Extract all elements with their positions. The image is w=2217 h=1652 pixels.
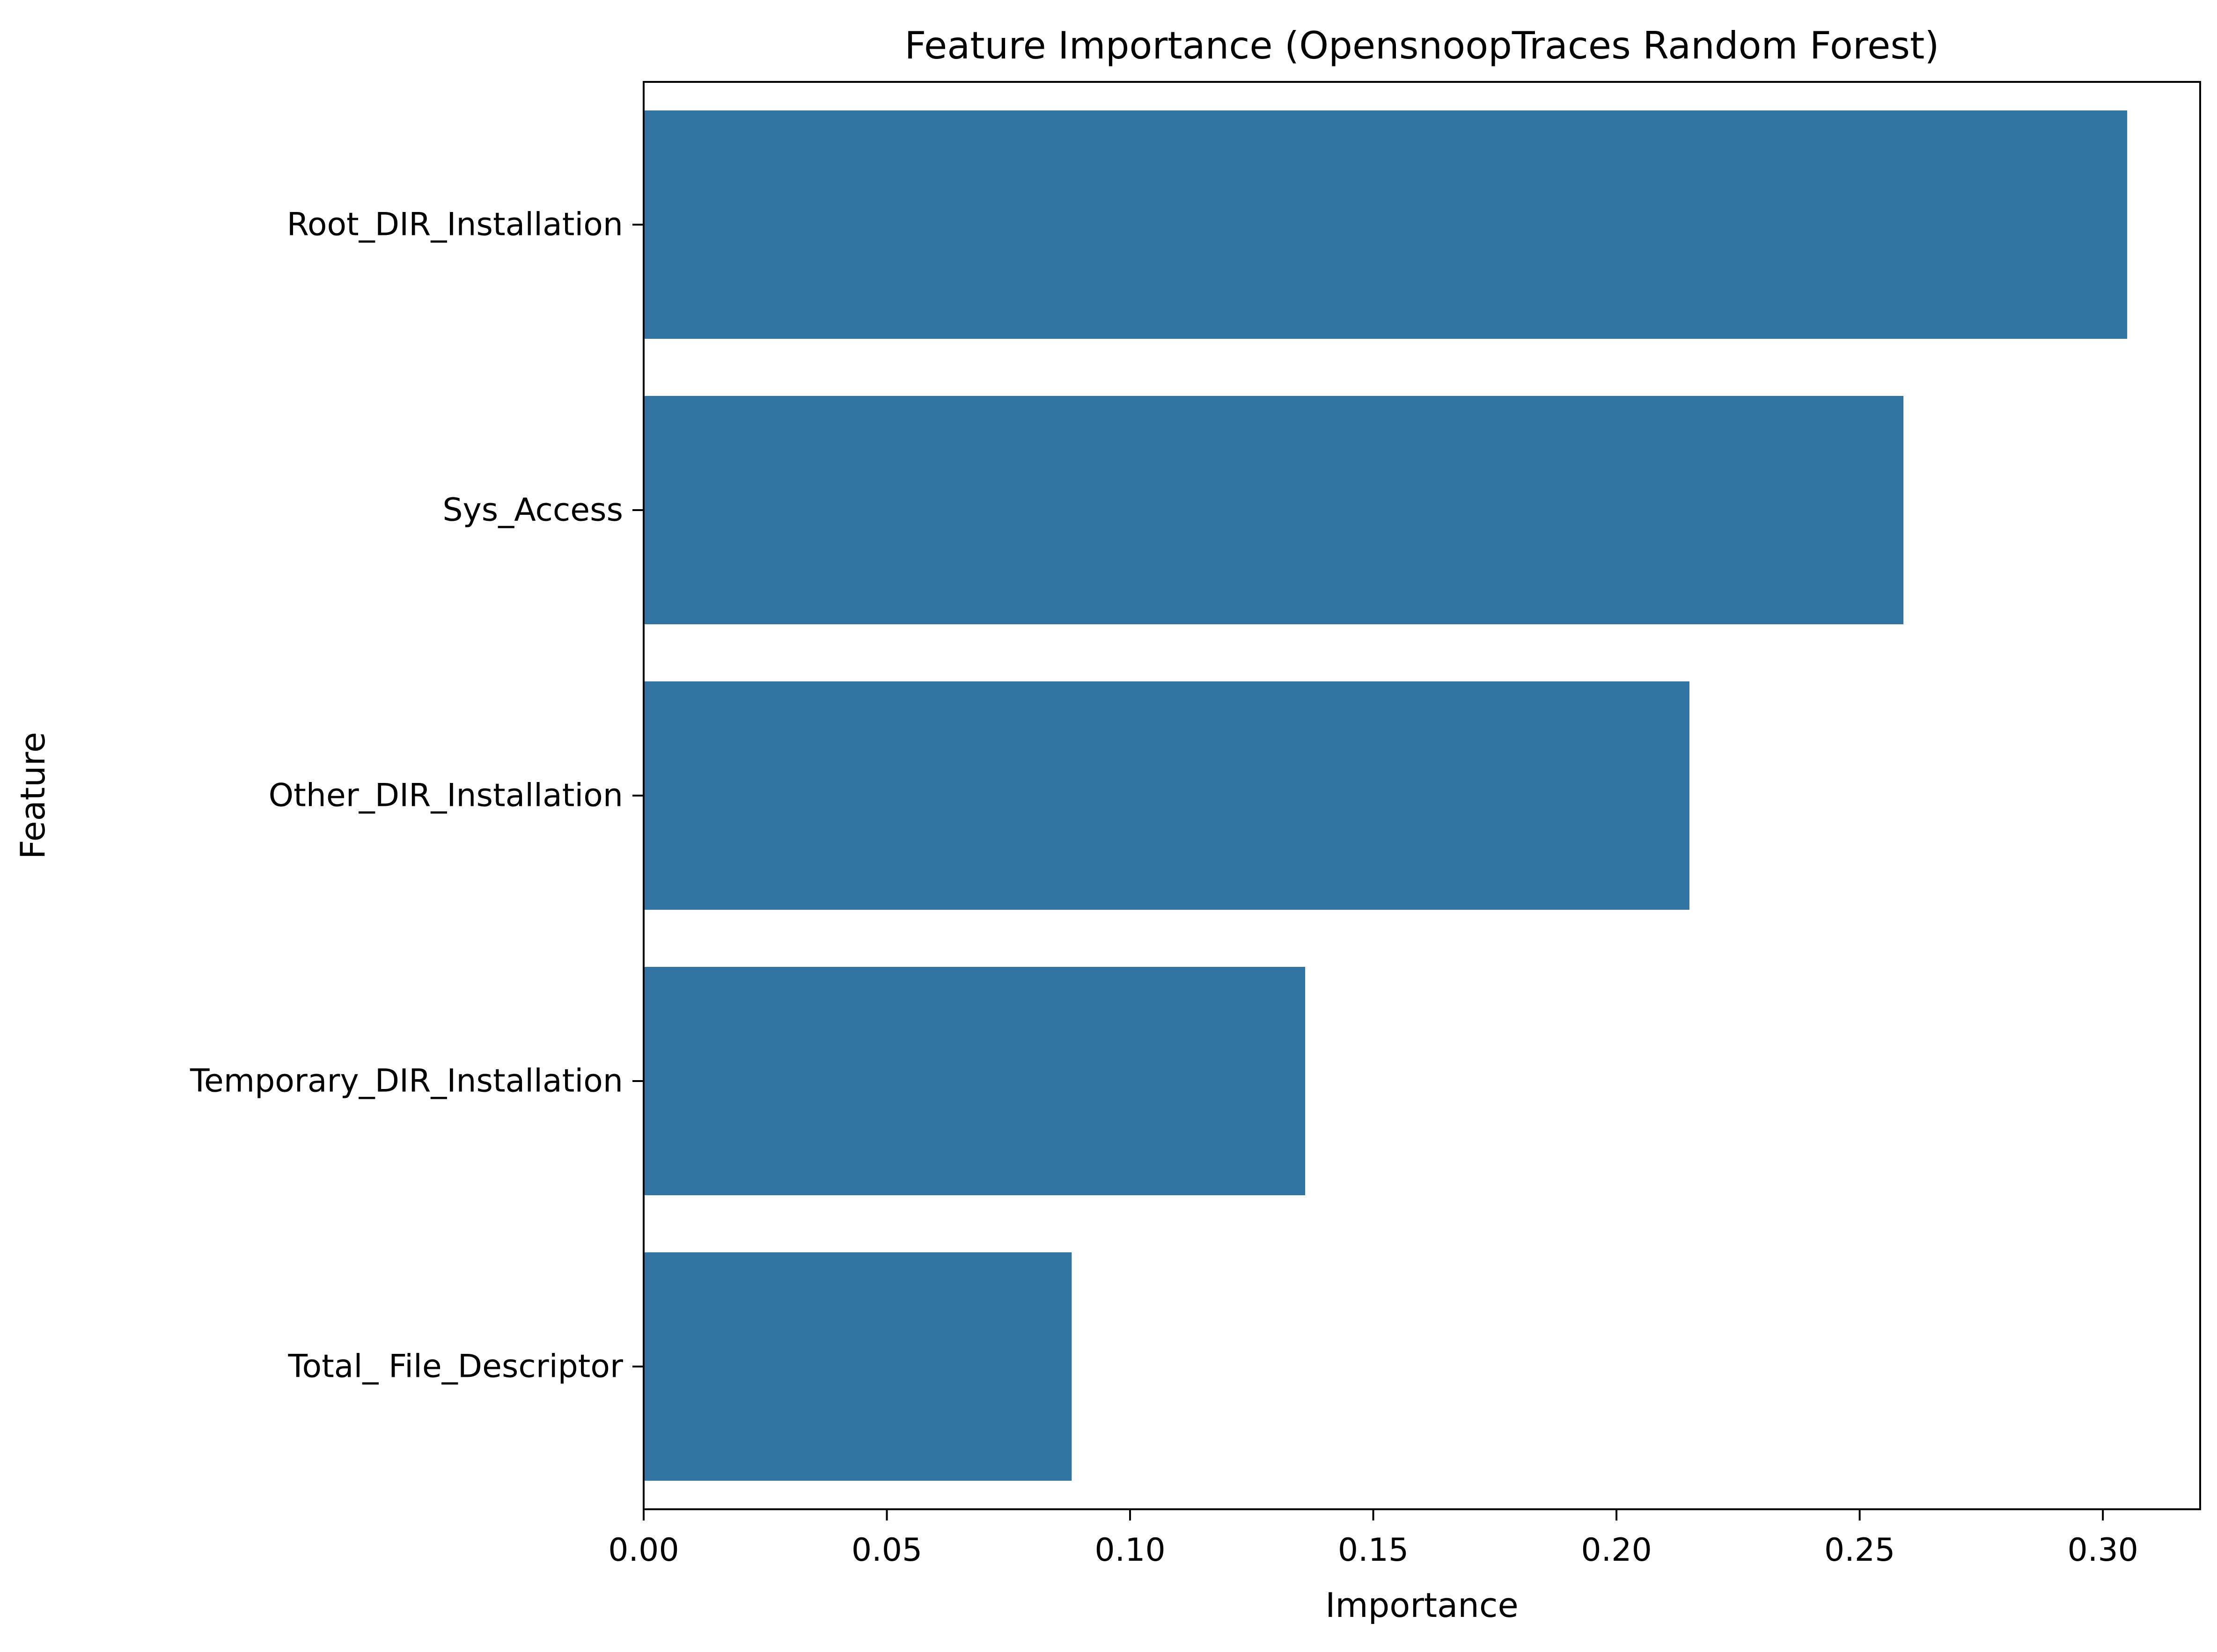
y-ticks-group: Root_DIR_Installation Sys_Access Other_DIR… bbox=[190, 206, 644, 1385]
bar-3 bbox=[644, 967, 1306, 1195]
y-tick-label: Temporary_DIR_Installation bbox=[190, 1063, 623, 1100]
plot-frame bbox=[643, 81, 2201, 1510]
x-axis-label: Importance bbox=[1325, 1586, 1519, 1625]
y-tick-label: Root_DIR_Installation bbox=[287, 206, 623, 243]
x-tick-label: 0.20 bbox=[1581, 1532, 1652, 1569]
x-tick-label: 0.05 bbox=[852, 1532, 922, 1569]
bar-0 bbox=[644, 110, 2128, 339]
x-tick-label: 0.10 bbox=[1094, 1532, 1165, 1569]
chart-title: Feature Importance (OpensnoopTraces Rand… bbox=[904, 24, 1939, 67]
x-tick-label: 0.25 bbox=[1824, 1532, 1895, 1569]
y-tick-label: Total_ File_Descriptor bbox=[288, 1348, 624, 1385]
y-tick-label: Sys_Access bbox=[442, 492, 623, 529]
y-axis-label: Feature bbox=[13, 732, 52, 859]
x-tick-label: 0.00 bbox=[608, 1532, 679, 1569]
bar-2 bbox=[644, 681, 1689, 910]
x-tick-label: 0.15 bbox=[1338, 1532, 1409, 1569]
bar-1 bbox=[644, 396, 1904, 624]
bar-4 bbox=[644, 1252, 1072, 1481]
x-tick-label: 0.30 bbox=[2067, 1532, 2138, 1569]
x-ticks-group: 0.00 0.05 0.10 0.15 0.20 0.25 0.30 bbox=[608, 1509, 2138, 1569]
y-tick-label: Other_DIR_Installation bbox=[269, 777, 623, 814]
bars-group bbox=[644, 110, 2128, 1481]
